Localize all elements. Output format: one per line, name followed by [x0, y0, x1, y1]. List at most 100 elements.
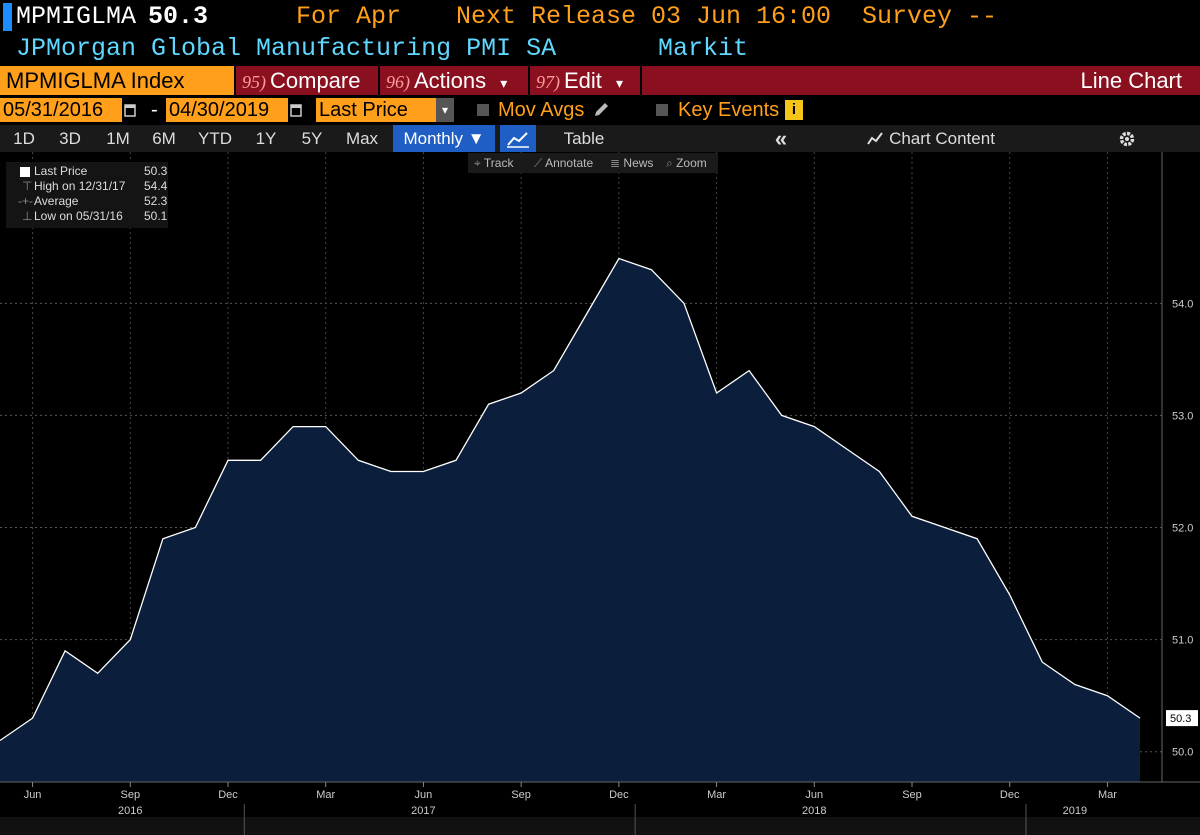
chart-content-button[interactable]: Chart Content [856, 125, 1006, 152]
data-point [292, 426, 294, 428]
range-3d-button[interactable]: 3D [59, 129, 81, 148]
key-events-label: Key Events [678, 99, 780, 121]
data-point [32, 717, 34, 719]
edit-button[interactable]: 97) Edit ▾ [530, 66, 642, 95]
data-point [260, 459, 262, 461]
data-point [194, 527, 196, 529]
chart-legend: Last Price 50.3 ⊤ High on 12/31/17 54.4 … [6, 162, 168, 228]
date-separator: - [151, 99, 158, 121]
start-calendar-icon[interactable] [124, 103, 136, 117]
x-tick-label: Mar [1098, 789, 1117, 801]
data-point [390, 471, 392, 473]
legend-low-label: Low on 05/31/16 [34, 209, 123, 223]
key-events-checkbox[interactable] [656, 104, 668, 116]
description-row: JPMorgan Global Manufacturing PMI SA Mar… [0, 34, 1200, 64]
data-point [585, 314, 587, 316]
data-point [878, 471, 880, 473]
date-range-row: 05/31/2016 - 04/30/2019 Last Price ▾ Mov… [0, 96, 1200, 124]
actions-button[interactable]: 96) Actions ▾ [380, 66, 530, 95]
security-field[interactable]: MPMIGLMA Index [0, 66, 236, 95]
range-5y-button[interactable]: 5Y [301, 129, 323, 148]
legend-low-icon: ⊥ [22, 209, 33, 223]
end-calendar-icon[interactable] [290, 103, 302, 117]
legend-low-row: ⊥ Low on 05/31/16 50.1 [6, 209, 168, 224]
info-icon[interactable]: i [785, 100, 803, 120]
zoom-label: Zoom [676, 156, 707, 170]
data-point [520, 392, 522, 394]
x-tick-label: Jun [415, 789, 433, 801]
compare-label: Compare [270, 68, 361, 93]
range-1y-button[interactable]: 1Y [255, 129, 277, 148]
period-select[interactable]: Monthly ▼ [393, 125, 495, 152]
x-tick-label: Dec [1000, 789, 1020, 801]
compare-number: 95) [242, 72, 266, 92]
legend-high-label: High on 12/31/17 [34, 179, 126, 193]
range-1m-button[interactable]: 1M [106, 129, 130, 148]
legend-high-icon: ⊤ [22, 179, 33, 193]
data-point [455, 459, 457, 461]
range-toolbar: 1D 3D 1M 6M YTD 1Y 5Y Max Monthly ▼ Tabl… [0, 125, 1200, 152]
range-ytd-button[interactable]: YTD [198, 129, 232, 148]
data-point [129, 639, 131, 641]
for-label: For Apr [296, 2, 402, 31]
range-1d-button[interactable]: 1D [13, 129, 35, 148]
range-6m-button[interactable]: 6M [152, 129, 176, 148]
last-value: 50.3 [148, 2, 209, 31]
field-dropdown-icon[interactable]: ▾ [436, 98, 454, 122]
field-select[interactable]: Last Price [316, 98, 436, 122]
data-point [748, 370, 750, 372]
data-point [357, 459, 359, 461]
security-header: MPMIGLMA 50.3 For Apr Next Release 03 Ju… [0, 0, 1200, 34]
source-label: Markit [658, 34, 749, 63]
chart-content-icon [867, 132, 883, 145]
series-line [0, 257, 1141, 742]
data-point [97, 672, 99, 674]
actions-label: Actions [414, 68, 487, 93]
year-tick-label: 2019 [1063, 805, 1087, 817]
collapse-icon[interactable]: « [774, 126, 788, 151]
news-tool[interactable]: ≣ News [610, 156, 654, 170]
table-button[interactable]: Table [563, 129, 605, 148]
ticker-label: MPMIGLMA [16, 2, 137, 31]
start-date-value: 05/31/2016 [3, 99, 104, 121]
data-point [976, 538, 978, 540]
data-point [846, 448, 848, 450]
data-point [64, 650, 66, 652]
data-point [813, 426, 815, 428]
legend-high-row: ⊤ High on 12/31/17 54.4 [6, 179, 168, 194]
track-tool[interactable]: ⌖ Track [474, 156, 514, 170]
data-point [650, 269, 652, 271]
zoom-tool[interactable]: ⌕ Zoom [666, 156, 707, 170]
edit-label: Edit [564, 68, 602, 93]
data-point [781, 414, 783, 416]
legend-avg-value: 52.3 [144, 194, 168, 208]
end-date-value: 04/30/2019 [169, 99, 270, 121]
mov-avgs-checkbox[interactable] [477, 104, 489, 116]
field-select-value: Last Price [319, 99, 408, 121]
y-tick-label: 54.0 [1172, 298, 1193, 310]
legend-last-swatch [20, 167, 30, 177]
chart-content-label: Chart Content [889, 129, 995, 148]
compare-button[interactable]: 95) Compare [236, 66, 380, 95]
security-description: JPMorgan Global Manufacturing PMI SA [16, 34, 557, 63]
chart-area[interactable]: 50.0 51.0 52.0 53.0 54.0 50.3 Jun Sep Dec Mar Jun S… [0, 152, 1200, 835]
legend-low-value: 50.1 [144, 209, 168, 223]
data-point [683, 302, 685, 304]
year-tick-label: 2017 [411, 805, 435, 817]
next-release: Next Release 03 Jun 16:00 [456, 2, 832, 31]
range-max-button[interactable]: Max [345, 129, 379, 148]
data-point [553, 370, 555, 372]
actions-number: 96) [386, 72, 410, 92]
x-tick-label: Dec [609, 789, 629, 801]
annotate-tool[interactable]: ⟋ Annotate [534, 156, 594, 170]
data-point [1106, 695, 1108, 697]
end-date-input[interactable]: 04/30/2019 [166, 98, 288, 122]
pencil-icon[interactable] [592, 101, 610, 119]
y-tick-label: 52.0 [1172, 523, 1193, 535]
edit-number: 97) [536, 72, 560, 92]
year-tick-label: 2016 [118, 805, 142, 817]
line-chart-icon[interactable] [500, 125, 536, 152]
start-date-input[interactable]: 05/31/2016 [0, 98, 122, 122]
gear-icon[interactable] [1112, 125, 1142, 152]
last-value-tag-label: 50.3 [1170, 713, 1191, 725]
